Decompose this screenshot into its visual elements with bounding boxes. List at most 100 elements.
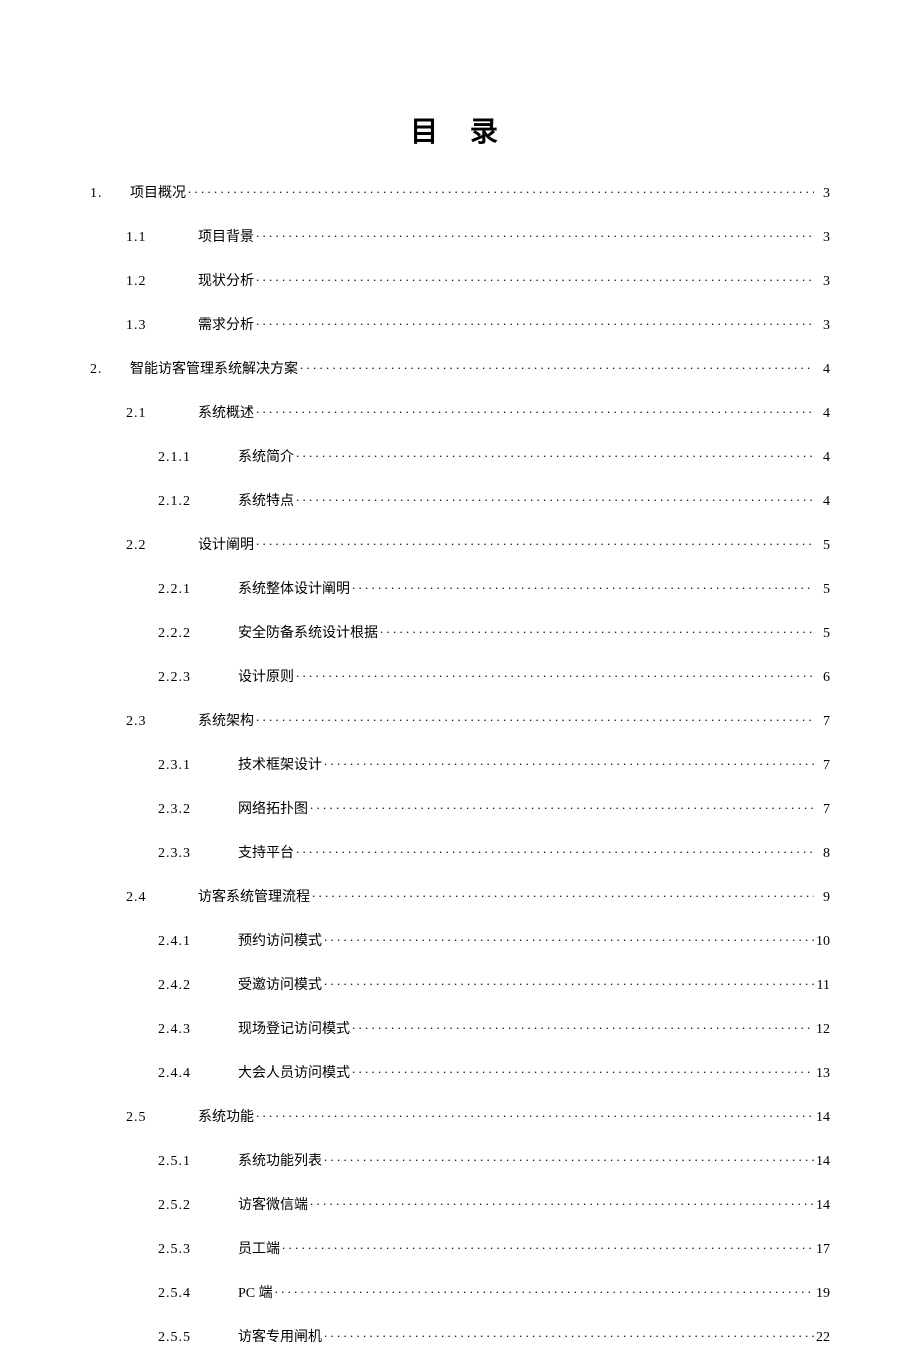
toc-leader-dots xyxy=(256,271,814,285)
toc-entry-label: 大会人员访问模式 xyxy=(238,1062,350,1082)
toc-entry-number: 2.5.5 xyxy=(158,1330,238,1346)
toc-entry[interactable]: 2.5.1系统功能列表14 xyxy=(158,1150,830,1170)
toc-leader-dots xyxy=(256,1107,814,1121)
toc-entry-label: 系统功能 xyxy=(198,1106,254,1126)
toc-entry-label: 现状分析 xyxy=(198,270,254,290)
toc-entry[interactable]: 2.5.3员工端 17 xyxy=(158,1238,830,1258)
toc-entry-number: 2.1 xyxy=(126,406,198,422)
toc-leader-dots xyxy=(352,579,814,593)
toc-entry[interactable]: 2.3.3支持平台 8 xyxy=(158,842,830,862)
toc-entry-page: 7 xyxy=(816,714,830,730)
toc-entry-label: 支持平台 xyxy=(238,842,294,862)
toc-entry-page: 12 xyxy=(816,1022,830,1038)
toc-entry[interactable]: 2.智能访客管理系统解决方案4 xyxy=(90,358,830,378)
toc-entry-page: 5 xyxy=(816,582,830,598)
toc-entry-label: 系统架构 xyxy=(198,710,254,730)
toc-entry[interactable]: 1.1项目背景3 xyxy=(126,226,830,246)
toc-entry[interactable]: 1.3需求分析3 xyxy=(126,314,830,334)
toc-entry-number: 2.3.2 xyxy=(158,802,238,818)
toc-entry-label: 智能访客管理系统解决方案 xyxy=(130,358,298,378)
toc-entry-number: 2.4.2 xyxy=(158,978,238,994)
toc-leader-dots xyxy=(324,1151,814,1165)
toc-entry-number: 2.2.3 xyxy=(158,670,238,686)
toc-entry-number: 2.5.3 xyxy=(158,1242,238,1258)
toc-entry-label: 员工端 xyxy=(238,1238,280,1258)
toc-entry[interactable]: 2.3.2网络拓扑图7 xyxy=(158,798,830,818)
toc-entry-page: 8 xyxy=(816,846,830,862)
toc-entry[interactable]: 2.4.1预约访问模式10 xyxy=(158,930,830,950)
toc-leader-dots xyxy=(256,403,814,417)
toc-entry-number: 2.2.1 xyxy=(158,582,238,598)
toc-entry[interactable]: 2.5.5访客专用闸机22 xyxy=(158,1326,830,1346)
toc-entry[interactable]: 2.3系统架构 7 xyxy=(126,710,830,730)
toc-entry-number: 2.3.1 xyxy=(158,758,238,774)
toc-list: 1.项目概况31.1项目背景31.2现状分析31.3需求分析32.智能访客管理系… xyxy=(90,182,830,1346)
toc-entry-page: 9 xyxy=(816,890,830,906)
toc-entry-number: 2.3 xyxy=(126,714,198,730)
toc-entry-number: 2.5 xyxy=(126,1110,198,1126)
toc-entry[interactable]: 2.2设计阐明5 xyxy=(126,534,830,554)
toc-entry[interactable]: 2.1系统概述4 xyxy=(126,402,830,422)
toc-entry-number: 2.4.1 xyxy=(158,934,238,950)
toc-entry-page: 4 xyxy=(816,362,830,378)
toc-leader-dots xyxy=(324,755,814,769)
toc-leader-dots xyxy=(310,799,814,813)
toc-entry-number: 2.1.2 xyxy=(158,494,238,510)
toc-entry[interactable]: 2.1.1系统简介4 xyxy=(158,446,830,466)
toc-entry-page: 5 xyxy=(816,626,830,642)
toc-entry-number: 2.5.4 xyxy=(158,1286,238,1302)
toc-entry[interactable]: 2.2.2安全防备系统设计根据5 xyxy=(158,622,830,642)
toc-entry-number: 2.2.2 xyxy=(158,626,238,642)
toc-entry-page: 4 xyxy=(816,494,830,510)
toc-entry[interactable]: 2.4.3现场登记访问模式12 xyxy=(158,1018,830,1038)
toc-entry-number: 1.2 xyxy=(126,274,198,290)
toc-entry-label: 技术框架设计 xyxy=(238,754,322,774)
toc-entry-number: 2.4 xyxy=(126,890,198,906)
toc-entry-label: 项目概况 xyxy=(130,182,186,202)
toc-entry-label: 系统整体设计阐明 xyxy=(238,578,350,598)
toc-entry-number: 1.3 xyxy=(126,318,198,334)
toc-leader-dots xyxy=(188,183,814,197)
toc-entry[interactable]: 1.2现状分析3 xyxy=(126,270,830,290)
toc-entry[interactable]: 2.2.1系统整体设计阐明 5 xyxy=(158,578,830,598)
toc-entry-label: 设计阐明 xyxy=(198,534,254,554)
toc-entry-page: 17 xyxy=(816,1242,830,1258)
toc-entry[interactable]: 2.3.1技术框架设计 7 xyxy=(158,754,830,774)
toc-entry-page: 14 xyxy=(816,1198,830,1214)
toc-entry-page: 14 xyxy=(816,1110,830,1126)
toc-leader-dots xyxy=(256,227,814,241)
toc-entry-page: 7 xyxy=(816,758,830,774)
toc-entry-label: 预约访问模式 xyxy=(238,930,322,950)
toc-entry-page: 4 xyxy=(816,450,830,466)
toc-entry-number: 2.3.3 xyxy=(158,846,238,862)
toc-entry-label: 访客系统管理流程 xyxy=(198,886,310,906)
toc-entry-number: 2.4.3 xyxy=(158,1022,238,1038)
toc-entry[interactable]: 2.1.2系统特点 4 xyxy=(158,490,830,510)
toc-entry-label: 受邀访问模式 xyxy=(238,974,322,994)
toc-leader-dots xyxy=(324,931,814,945)
toc-entry-page: 3 xyxy=(816,230,830,246)
toc-entry[interactable]: 2.4访客系统管理流程 9 xyxy=(126,886,830,906)
toc-entry[interactable]: 2.5.2访客微信端14 xyxy=(158,1194,830,1214)
toc-entry-label: 系统功能列表 xyxy=(238,1150,322,1170)
toc-entry[interactable]: 1.项目概况3 xyxy=(90,182,830,202)
toc-entry-page: 5 xyxy=(816,538,830,554)
toc-entry-label: PC 端 xyxy=(238,1282,273,1302)
toc-entry-label: 系统特点 xyxy=(238,490,294,510)
toc-entry[interactable]: 2.5.4PC 端19 xyxy=(158,1282,830,1302)
toc-entry-page: 11 xyxy=(816,978,830,994)
toc-entry[interactable]: 2.2.3设计原则6 xyxy=(158,666,830,686)
toc-entry[interactable]: 2.5系统功能 14 xyxy=(126,1106,830,1126)
toc-entry-page: 22 xyxy=(816,1330,830,1346)
toc-leader-dots xyxy=(296,491,814,505)
toc-entry-page: 3 xyxy=(816,186,830,202)
toc-leader-dots xyxy=(300,359,814,373)
toc-leader-dots xyxy=(352,1063,814,1077)
toc-entry[interactable]: 2.4.2受邀访问模式 11 xyxy=(158,974,830,994)
toc-entry-number: 2.5.2 xyxy=(158,1198,238,1214)
toc-title: 目 录 xyxy=(90,110,830,150)
toc-leader-dots xyxy=(296,447,814,461)
toc-leader-dots xyxy=(256,535,814,549)
toc-leader-dots xyxy=(256,315,814,329)
toc-entry[interactable]: 2.4.4大会人员访问模式13 xyxy=(158,1062,830,1082)
